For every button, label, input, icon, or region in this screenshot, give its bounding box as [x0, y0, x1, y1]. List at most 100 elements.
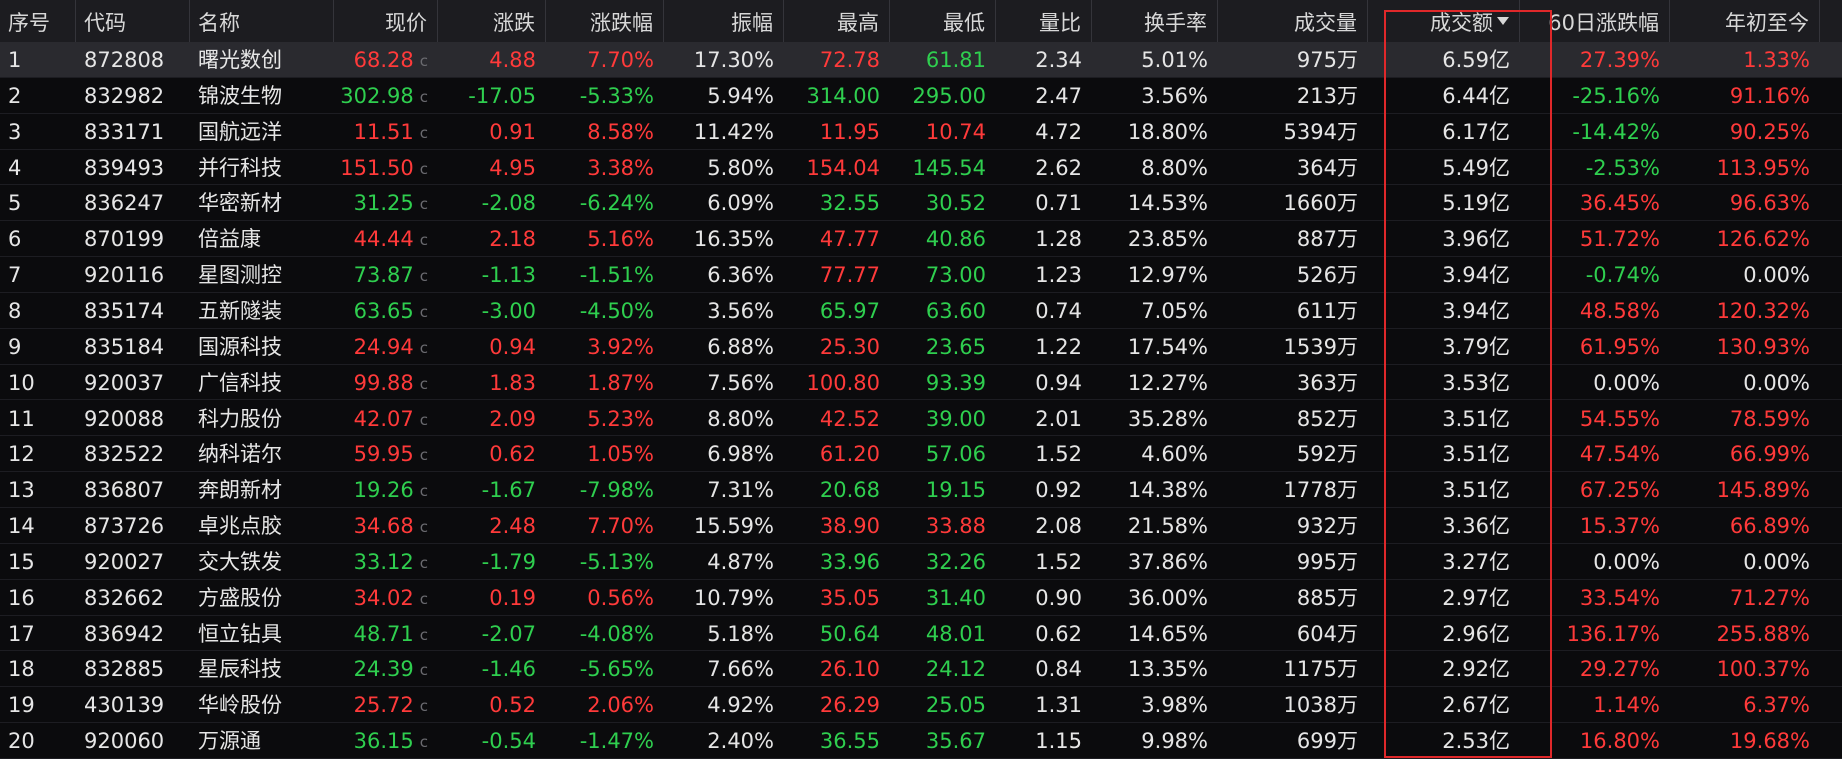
header-label: 最高 — [837, 11, 879, 35]
header-code[interactable]: 代码 — [76, 0, 190, 42]
cell-value: 0.94 — [489, 334, 536, 359]
table-row[interactable]: 9 835184 国源科技 24.94 c 0.94 3.92% 6.88% 25.30 23.6… — [0, 329, 1842, 365]
cell-low: 48.01 — [890, 616, 996, 652]
table-row[interactable]: 10 920037 广信科技 99.88 c 1.83 1.87% 7.56% 100.80 93… — [0, 365, 1842, 401]
cell-name: 华密新材 — [190, 185, 334, 221]
header-d60[interactable]: 60日涨跌幅 — [1520, 0, 1670, 42]
cell-value: 126.62% — [1716, 227, 1810, 252]
table-row[interactable]: 18 832885 星辰科技 24.39 c -1.46 -5.65% 7.66% 26.10 2… — [0, 651, 1842, 688]
cell-value: 42.52 — [819, 406, 880, 431]
table-row[interactable]: 7 920116 星图测控 73.87 c -1.13 -1.51% 6.36% 77.77 73… — [0, 257, 1842, 293]
cell-value: 995万 — [1296, 549, 1358, 574]
header-low[interactable]: 最低 — [890, 0, 996, 42]
header-vol-ratio[interactable]: 量比 — [996, 0, 1092, 42]
table-row[interactable]: 3 833171 国航远洋 11.51 c 0.91 8.58% 11.42% 11.95 10.… — [0, 114, 1842, 150]
cell-seq: 13 — [0, 472, 76, 508]
cell-seq: 15 — [0, 544, 76, 580]
cell-value: 7.56% — [707, 370, 774, 395]
header-volume[interactable]: 成交量 — [1218, 0, 1368, 42]
header-seq[interactable]: 序号 — [0, 0, 76, 42]
cell-turnover: 14.38% — [1092, 472, 1218, 508]
header-high[interactable]: 最高 — [784, 0, 890, 42]
cell-pct: 5.23% — [546, 401, 664, 437]
cell-amplitude: 5.94% — [664, 78, 784, 114]
header-amplitude[interactable]: 振幅 — [664, 0, 784, 42]
table-row[interactable]: 6 870199 倍益康 44.44 c 2.18 5.16% 16.35% 47.77 40.8… — [0, 221, 1842, 258]
cell-change: 0.62 — [438, 436, 546, 472]
cell-value: 2.53亿 — [1442, 729, 1510, 754]
cell-value: 6.98% — [707, 442, 774, 467]
cell-value: -4.50% — [579, 298, 654, 323]
cell-code: 836247 — [76, 185, 190, 221]
cell-volume: 1778万 — [1218, 472, 1368, 508]
cell-value: 7 — [8, 263, 22, 288]
cell-value: 1.52 — [1035, 442, 1082, 467]
cell-amount: 6.17亿 — [1368, 114, 1520, 150]
cell-value: 6.36% — [707, 263, 774, 288]
cell-ytd: 6.37% — [1670, 687, 1820, 723]
header-name[interactable]: 名称 — [190, 0, 334, 42]
cell-value: 50.64 — [819, 621, 880, 646]
cell-amount: 2.67亿 — [1368, 687, 1520, 723]
cell-code: 872808 — [76, 42, 190, 78]
cell-value: 832522 — [84, 442, 165, 467]
table-row[interactable]: 11 920088 科力股份 42.07 c 2.09 5.23% 8.80% 42.52 39.… — [0, 401, 1842, 437]
cell-value: 5.19亿 — [1442, 191, 1510, 216]
cell-value: 0.84 — [1035, 657, 1082, 682]
cell-value: 870199 — [84, 227, 165, 252]
table-row[interactable]: 16 832662 方盛股份 34.02 c 0.19 0.56% 10.79% 35.05 31… — [0, 580, 1842, 616]
cell-volume: 213万 — [1218, 78, 1368, 114]
table-row[interactable]: 4 839493 并行科技 151.50 c 4.95 3.38% 5.80% 154.04 14… — [0, 150, 1842, 186]
table-row[interactable]: 14 873726 卓兆点胶 34.68 c 2.48 7.70% 15.59% 38.90 33… — [0, 508, 1842, 544]
table-row[interactable]: 19 430139 华岭股份 25.72 c 0.52 2.06% 4.92% 26.29 25.… — [0, 687, 1842, 724]
table-row[interactable]: 12 832522 纳科诺尔 59.95 c 0.62 1.05% 6.98% 61.20 57.… — [0, 436, 1842, 473]
cell-name: 星辰科技 — [190, 651, 334, 687]
cell-value: 5.80% — [707, 155, 774, 180]
cell-value: 5.01% — [1141, 48, 1208, 72]
cell-price: 11.51 c — [334, 114, 438, 150]
cell-vol-ratio: 1.52 — [996, 544, 1092, 580]
header-ytd[interactable]: 年初至今 — [1670, 0, 1820, 42]
cell-volume: 604万 — [1218, 616, 1368, 652]
table-row[interactable]: 13 836807 奔朗新材 19.26 c -1.67 -7.98% 7.31% 20.68 1… — [0, 472, 1842, 509]
price-tag: c — [419, 374, 428, 393]
cell-vol-ratio: 0.62 — [996, 616, 1092, 652]
table-row[interactable]: 5 836247 华密新材 31.25 c -2.08 -6.24% 6.09% 32.55 30… — [0, 185, 1842, 222]
cell-amount: 6.59亿 — [1368, 42, 1520, 78]
cell-name: 星图测控 — [190, 257, 334, 293]
header-amount[interactable]: 成交额 — [1368, 0, 1520, 42]
cell-turnover: 36.00% — [1092, 580, 1218, 616]
cell-value: 2.96亿 — [1442, 621, 1510, 646]
cell-value: 25.30 — [819, 334, 880, 359]
header-pct[interactable]: 涨跌幅 — [546, 0, 664, 42]
cell-change: 0.91 — [438, 114, 546, 150]
header-label: 量比 — [1039, 11, 1081, 35]
table-row[interactable]: 20 920060 万源通 36.15 c -0.54 -1.47% 2.40% 36.55 35… — [0, 723, 1842, 759]
cell-value: 99.88 — [353, 370, 414, 395]
cell-amplitude: 16.35% — [664, 221, 784, 257]
cell-value: 20 — [8, 729, 35, 754]
sort-descending-icon[interactable] — [1497, 17, 1509, 25]
cell-change: -1.67 — [438, 472, 546, 508]
table-row[interactable]: 2 832982 锦波生物 302.98 c -17.05 -5.33% 5.94% 314.0… — [0, 78, 1842, 114]
header-turnover[interactable]: 换手率 — [1092, 0, 1218, 42]
cell-value: 34.02 — [353, 585, 414, 610]
table-row[interactable]: 15 920027 交大铁发 33.12 c -1.79 -5.13% 4.87% 33.96 3… — [0, 544, 1842, 580]
table-row[interactable]: 1 872808 曙光数创 68.28 c 4.88 7.70% 17.30% 72.78 61.… — [0, 42, 1842, 78]
header-price[interactable]: 现价 — [334, 0, 438, 42]
price-tag: c — [419, 267, 428, 286]
cell-value: 10 — [8, 370, 35, 395]
price-tag: c — [419, 410, 428, 429]
cell-value: 151.50 — [340, 155, 414, 180]
cell-vol-ratio: 1.15 — [996, 723, 1092, 759]
cell-price: 151.50 c — [334, 150, 438, 186]
table-row[interactable]: 8 835174 五新隧装 63.65 c -3.00 -4.50% 3.56% 65.97 63… — [0, 293, 1842, 329]
table-row[interactable]: 17 836942 恒立钻具 48.71 c -2.07 -4.08% 5.18% 50.64 4… — [0, 616, 1842, 652]
cell-vol-ratio: 1.28 — [996, 221, 1092, 257]
cell-value: 2.06% — [587, 693, 654, 718]
cell-value: -0.74% — [1585, 263, 1660, 288]
cell-volume: 1038万 — [1218, 687, 1368, 723]
cell-high: 154.04 — [784, 150, 890, 186]
header-change[interactable]: 涨跌 — [438, 0, 546, 42]
